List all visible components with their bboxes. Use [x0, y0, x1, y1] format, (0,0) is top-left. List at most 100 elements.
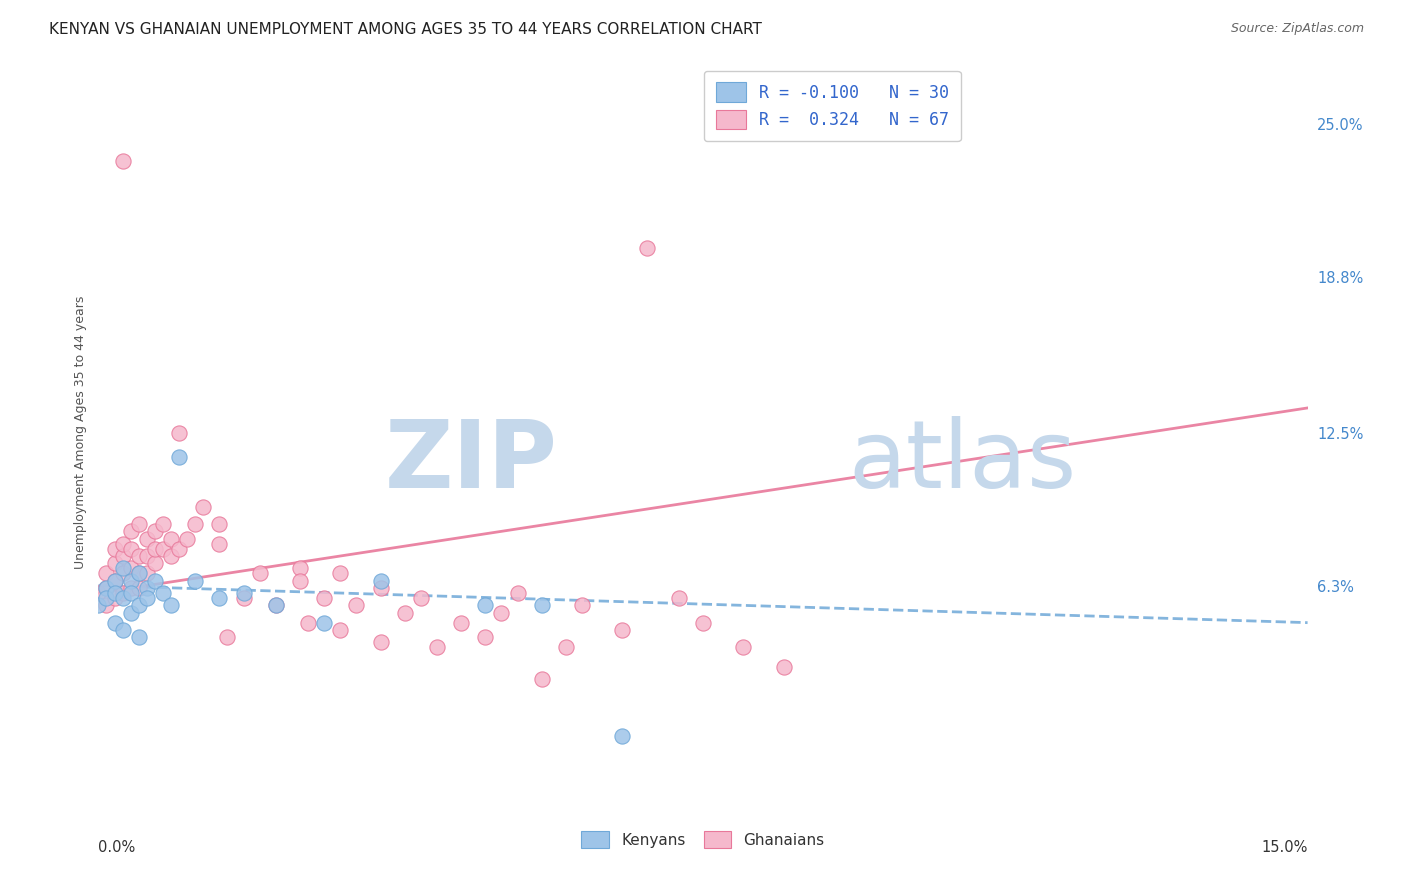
Point [167, 450, 190, 465]
Point [329, 566, 352, 581]
Point [128, 516, 150, 531]
Point [103, 615, 125, 630]
Point [135, 591, 157, 605]
Y-axis label: Unemployment Among Ages 35 to 44 years: Unemployment Among Ages 35 to 44 years [75, 296, 87, 569]
Point [208, 536, 231, 550]
Point [184, 516, 207, 531]
Point [135, 549, 157, 563]
Point [733, 640, 755, 655]
Point [103, 591, 125, 605]
Point [128, 599, 150, 613]
Point [120, 606, 142, 620]
Point [96, 599, 118, 613]
Point [152, 516, 174, 531]
Point [474, 599, 496, 613]
Point [120, 574, 142, 588]
Point [120, 581, 142, 595]
Point [135, 532, 157, 546]
Point [491, 606, 513, 620]
Point [111, 154, 134, 169]
Point [288, 561, 311, 575]
Text: 15.0%: 15.0% [1261, 840, 1308, 855]
Point [143, 557, 166, 571]
Point [87, 599, 110, 613]
Point [184, 574, 207, 588]
Point [160, 532, 183, 546]
Point [692, 615, 714, 630]
Point [370, 635, 392, 649]
Point [111, 586, 134, 600]
Point [208, 516, 231, 531]
Point [208, 591, 231, 605]
Point [128, 581, 150, 595]
Point [143, 574, 166, 588]
Point [530, 673, 553, 687]
Point [128, 566, 150, 581]
Point [103, 574, 125, 588]
Point [217, 631, 239, 645]
Point [167, 541, 190, 556]
Point [409, 591, 432, 605]
Point [176, 532, 198, 546]
Text: Source: ZipAtlas.com: Source: ZipAtlas.com [1230, 22, 1364, 36]
Point [772, 660, 794, 674]
Point [450, 615, 472, 630]
Point [297, 615, 319, 630]
Point [160, 549, 183, 563]
Point [426, 640, 449, 655]
Point [193, 500, 215, 514]
Point [288, 574, 311, 588]
Point [370, 574, 392, 588]
Point [111, 566, 134, 581]
Point [314, 591, 336, 605]
Point [128, 631, 150, 645]
Point [167, 425, 190, 440]
Point [329, 623, 352, 637]
Point [87, 586, 110, 600]
Point [135, 566, 157, 581]
Point [474, 631, 496, 645]
Point [128, 549, 150, 563]
Point [370, 581, 392, 595]
Text: atlas: atlas [848, 417, 1077, 508]
Point [120, 561, 142, 575]
Point [135, 581, 157, 595]
Point [232, 591, 254, 605]
Point [111, 549, 134, 563]
Point [120, 541, 142, 556]
Point [394, 606, 416, 620]
Point [103, 586, 125, 600]
Point [103, 574, 125, 588]
Point [128, 566, 150, 581]
Point [143, 524, 166, 539]
Point [232, 586, 254, 600]
Point [264, 599, 287, 613]
Point [555, 640, 578, 655]
Point [111, 561, 134, 575]
Legend: Kenyans, Ghanaians: Kenyans, Ghanaians [575, 824, 831, 855]
Point [111, 591, 134, 605]
Point [152, 586, 174, 600]
Point [143, 541, 166, 556]
Point [96, 581, 118, 595]
Point [96, 581, 118, 595]
Point [96, 591, 118, 605]
Point [111, 623, 134, 637]
Point [612, 729, 634, 743]
Point [111, 536, 134, 550]
Point [314, 615, 336, 630]
Point [152, 541, 174, 556]
Text: 0.0%: 0.0% [98, 840, 135, 855]
Point [103, 541, 125, 556]
Point [506, 586, 529, 600]
Text: KENYAN VS GHANAIAN UNEMPLOYMENT AMONG AGES 35 TO 44 YEARS CORRELATION CHART: KENYAN VS GHANAIAN UNEMPLOYMENT AMONG AG… [49, 22, 762, 37]
Point [264, 599, 287, 613]
Point [120, 586, 142, 600]
Point [668, 591, 690, 605]
Point [160, 599, 183, 613]
Point [96, 566, 118, 581]
Point [344, 599, 367, 613]
Text: ZIP: ZIP [385, 417, 558, 508]
Point [249, 566, 271, 581]
Point [636, 240, 658, 255]
